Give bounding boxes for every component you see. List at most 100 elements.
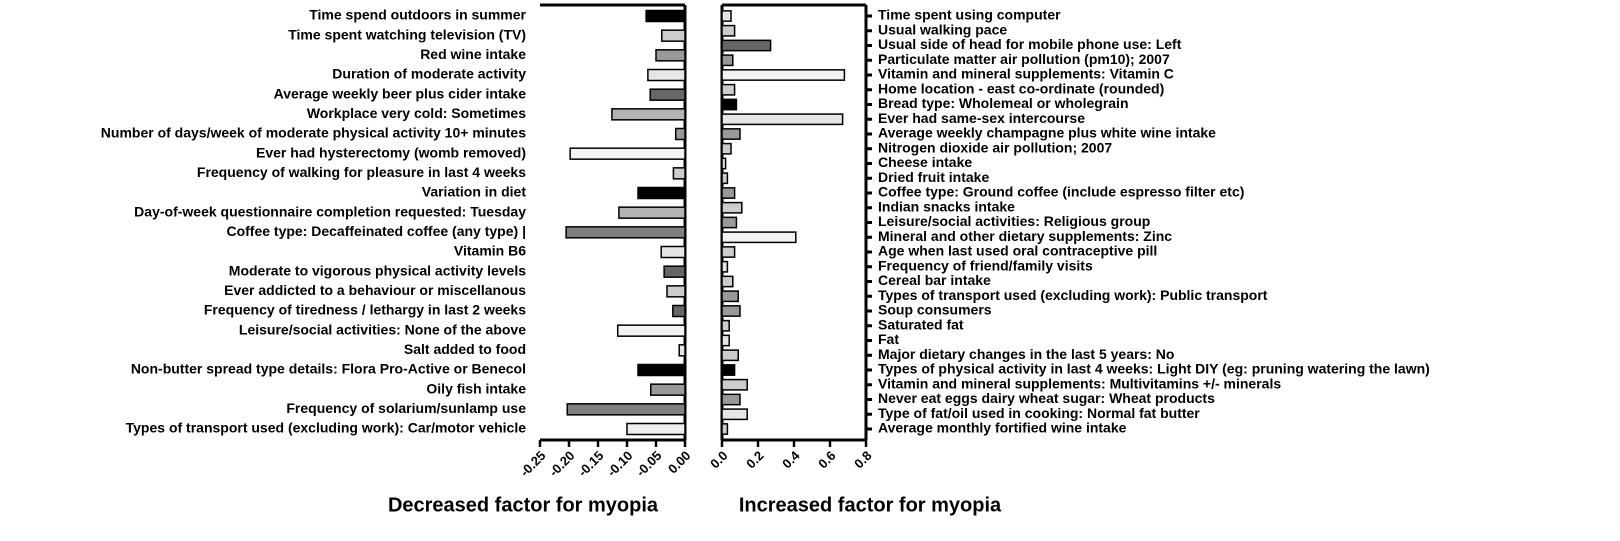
y-tick-label: Cereal bar intake xyxy=(878,272,991,288)
y-tick-label: Average monthly fortified wine intake xyxy=(878,420,1127,436)
y-tick-label: Coffee type: Decaffeinated coffee (any t… xyxy=(226,223,526,239)
y-tick-label: Mineral and other dietary supplements: Z… xyxy=(878,228,1172,244)
bar xyxy=(721,98,738,111)
bar xyxy=(721,378,748,391)
bar xyxy=(663,265,686,278)
y-tick-label: Types of transport used (excluding work)… xyxy=(126,420,527,436)
bar xyxy=(721,113,844,126)
bar xyxy=(618,206,686,219)
bar xyxy=(637,363,686,377)
x-tick-label: -0.10 xyxy=(604,448,636,480)
y-tick-label: Time spent using computer xyxy=(878,7,1061,23)
y-tick-label: Time spend outdoors in summer xyxy=(309,7,526,23)
bar xyxy=(674,127,686,141)
y-tick-label: Frequency of friend/family visits xyxy=(878,257,1093,273)
bar xyxy=(721,408,748,421)
y-tick-label: Cheese intake xyxy=(878,154,972,170)
bar xyxy=(721,187,736,199)
x-tick-label: 0.00 xyxy=(665,448,694,477)
bar xyxy=(721,10,732,22)
y-tick-label: Vitamin and mineral supplements: Multivi… xyxy=(878,375,1281,391)
y-tick-label: Workplace very cold: Sometimes xyxy=(307,105,526,121)
bar xyxy=(649,88,686,101)
y-tick-label: Moderate to vigorous physical activity l… xyxy=(229,262,526,278)
x-tick-label: -0.25 xyxy=(517,448,549,480)
bar xyxy=(721,216,738,229)
bar xyxy=(569,147,686,160)
bar xyxy=(666,285,686,298)
y-tick-label: Coffee type: Ground coffee (include espr… xyxy=(878,184,1244,200)
y-tick-label: Types of physical activity in last 4 wee… xyxy=(878,361,1430,377)
bar xyxy=(721,157,727,170)
y-tick-label: Vitamin and mineral supplements: Vitamin… xyxy=(878,66,1174,82)
x-tick-label: 0.6 xyxy=(815,448,838,471)
y-tick-label: Type of fat/oil used in cooking: Normal … xyxy=(878,405,1200,421)
bar xyxy=(655,49,686,62)
bar xyxy=(721,142,732,155)
bar xyxy=(721,201,743,214)
bar xyxy=(645,9,686,23)
bar xyxy=(721,172,729,185)
y-tick-label: Time spent watching television (TV) xyxy=(288,26,526,42)
y-tick-label: Usual side of head for mobile phone use:… xyxy=(878,36,1182,52)
y-tick-label: Number of days/week of moderate physical… xyxy=(101,125,526,141)
bar xyxy=(721,334,730,347)
y-tick-label: Home location - east co-ordinate (rounde… xyxy=(878,80,1164,96)
y-tick-label: Average weekly champagne plus white wine… xyxy=(878,125,1216,141)
x-tick-label: 0.2 xyxy=(743,448,766,471)
y-tick-label: Frequency of tiredness / lethargy in las… xyxy=(204,302,526,318)
bar xyxy=(721,423,729,435)
bar xyxy=(721,393,741,406)
y-tick-label: Saturated fat xyxy=(878,316,964,332)
bar xyxy=(565,226,686,239)
y-tick-label: Particulate matter air pollution (pm10);… xyxy=(878,51,1170,67)
bar xyxy=(650,383,686,396)
bar xyxy=(721,54,734,67)
y-tick-label: Types of transport used (excluding work)… xyxy=(878,287,1268,303)
y-tick-label: Vitamin B6 xyxy=(454,243,526,259)
bar xyxy=(721,128,741,140)
bar xyxy=(660,245,686,259)
y-tick-label: Variation in diet xyxy=(422,184,527,200)
bar xyxy=(661,29,686,42)
bar xyxy=(721,319,730,332)
y-tick-label: Leisure/social activities: Religious gro… xyxy=(878,213,1150,229)
y-tick-label: Red wine intake xyxy=(420,46,526,62)
bar xyxy=(721,83,736,96)
y-tick-label: Nitrogen dioxide air pollution; 2007 xyxy=(878,139,1112,155)
y-tick-label: Indian snacks intake xyxy=(878,198,1015,214)
y-tick-label: Leisure/social activities: None of the a… xyxy=(239,321,526,337)
y-tick-label: Frequency of solarium/sunlamp use xyxy=(286,400,526,416)
bar xyxy=(721,246,736,258)
y-tick-label: Fat xyxy=(878,331,899,347)
bar xyxy=(721,364,736,376)
x-tick-label: 0.4 xyxy=(779,447,803,471)
y-tick-label: Oily fish intake xyxy=(426,380,526,396)
bar xyxy=(721,305,741,317)
x-tick-label: -0.15 xyxy=(575,448,607,480)
bar xyxy=(678,344,686,357)
bar xyxy=(721,39,772,52)
bar xyxy=(672,167,686,180)
bar xyxy=(721,275,734,288)
x-tick-label: 0.8 xyxy=(851,448,874,471)
bar xyxy=(721,260,729,273)
x-tick-label: -0.05 xyxy=(633,448,665,480)
bar xyxy=(611,108,686,121)
bar xyxy=(721,69,846,81)
y-tick-label: Bread type: Wholemeal or wholegrain xyxy=(878,95,1129,111)
x-tick-label: -0.20 xyxy=(546,448,578,480)
y-tick-label: Ever addicted to a behaviour or miscella… xyxy=(224,282,526,298)
y-tick-label: Day-of-week questionnaire completion req… xyxy=(134,203,526,219)
bar xyxy=(721,349,739,362)
x-axis-label: Decreased factor for myopia xyxy=(388,494,659,516)
bar xyxy=(721,231,797,244)
bar xyxy=(566,403,686,416)
y-tick-label: Non-butter spread type details: Flora Pr… xyxy=(131,361,526,377)
bar xyxy=(721,290,739,303)
x-axis-label: Increased factor for myopia xyxy=(739,494,1002,516)
y-tick-label: Ever had same-sex intercourse xyxy=(878,110,1085,126)
y-tick-label: Major dietary changes in the last 5 year… xyxy=(878,346,1174,362)
y-tick-label: Frequency of walking for pleasure in las… xyxy=(197,164,526,180)
